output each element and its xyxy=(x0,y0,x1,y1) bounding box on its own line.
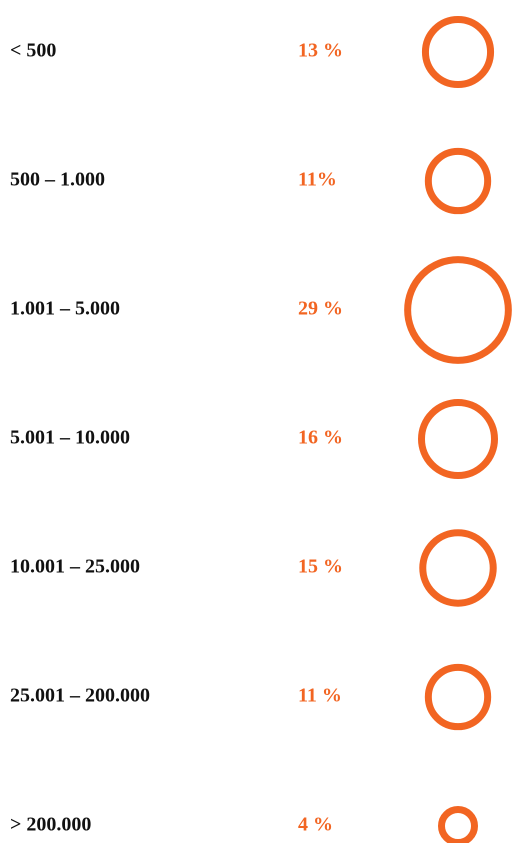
bubble xyxy=(424,147,492,215)
value-label: 4 % xyxy=(298,814,333,836)
value-label: 29 % xyxy=(298,298,343,320)
value-label: 16 % xyxy=(298,427,343,449)
category-label: 25.001 – 200.000 xyxy=(10,685,150,707)
bubble xyxy=(438,806,478,846)
bubble xyxy=(404,256,512,364)
value-label: 13 % xyxy=(298,40,343,62)
bubble xyxy=(419,529,497,607)
category-label: 500 – 1.000 xyxy=(10,169,105,191)
bubble xyxy=(421,15,495,89)
value-label: 15 % xyxy=(298,556,343,578)
category-label: 5.001 – 10.000 xyxy=(10,427,130,449)
bubble xyxy=(418,399,498,479)
category-label: < 500 xyxy=(10,40,56,62)
category-label: 10.001 – 25.000 xyxy=(10,556,140,578)
value-label: 11 % xyxy=(298,685,342,707)
value-label: 11% xyxy=(298,169,337,191)
bubble xyxy=(424,663,492,731)
category-label: > 200.000 xyxy=(10,814,91,836)
category-label: 1.001 – 5.000 xyxy=(10,298,120,320)
